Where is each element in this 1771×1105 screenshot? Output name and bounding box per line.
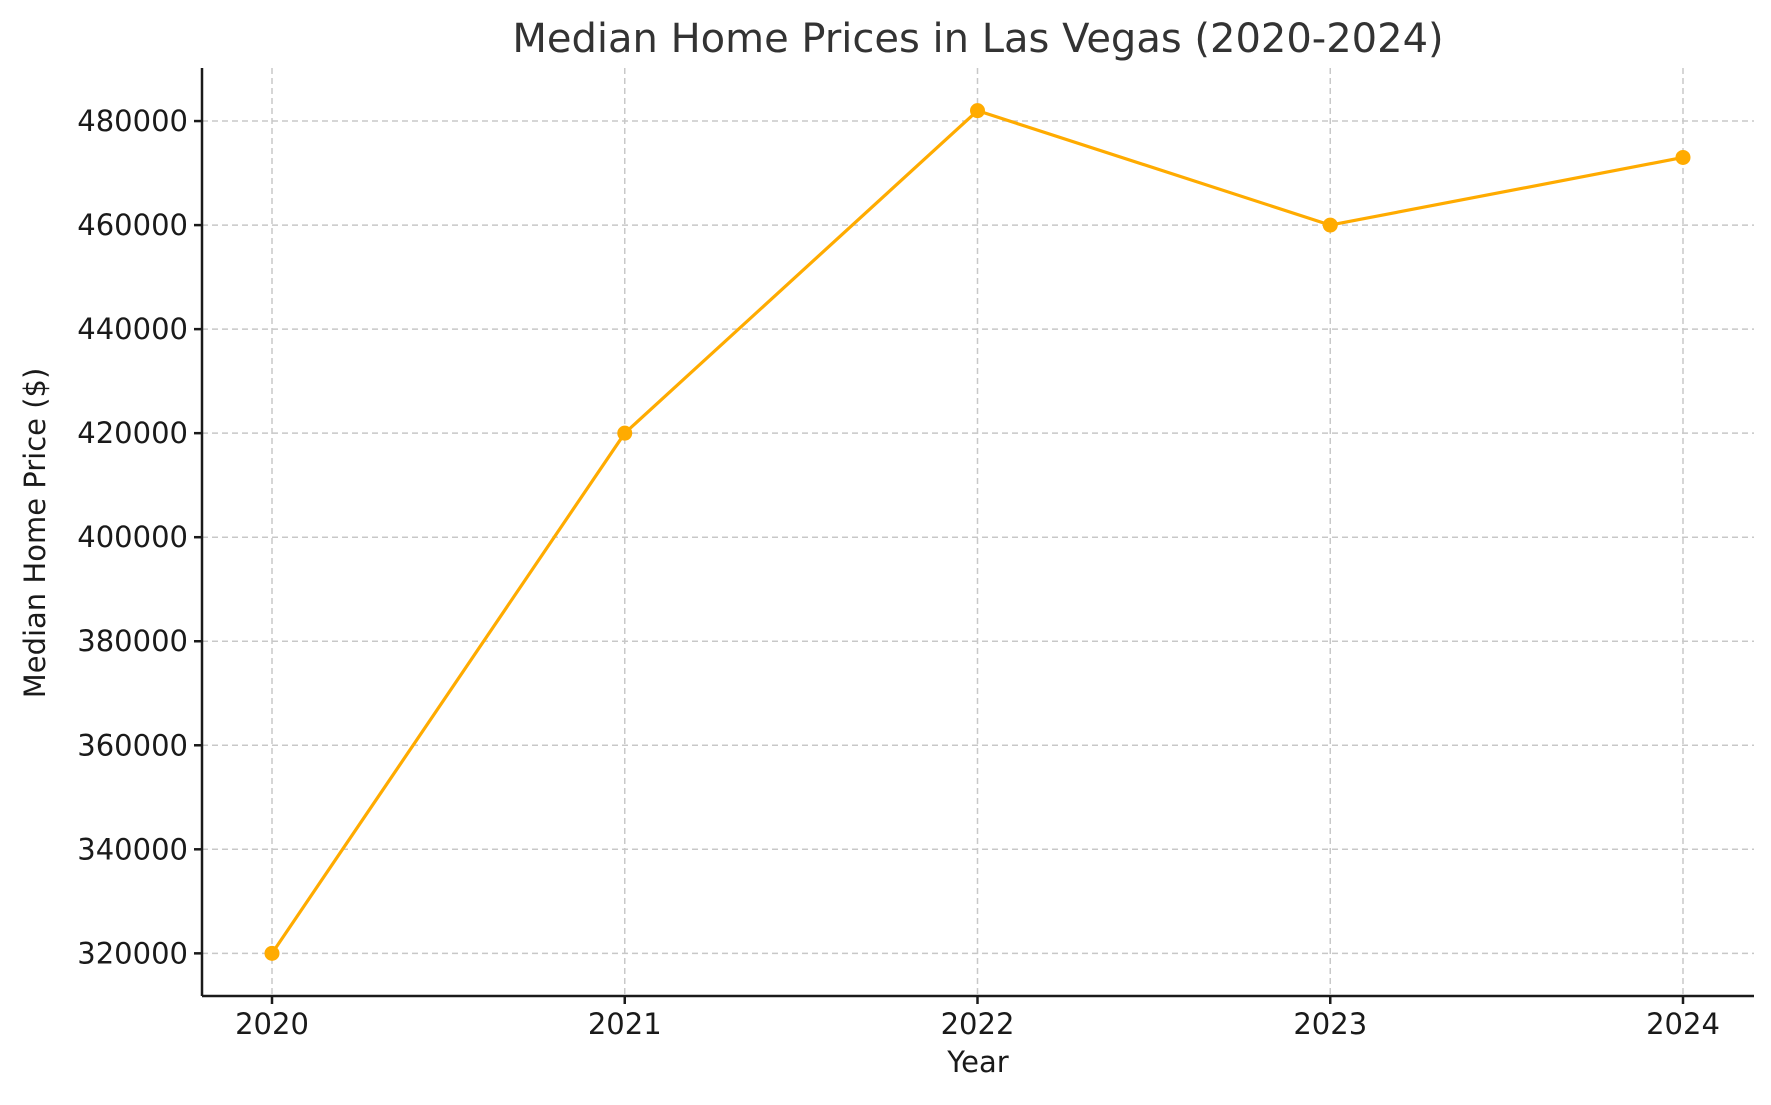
data-point	[264, 945, 280, 961]
y-axis-label: Median Home Price ($)	[18, 368, 52, 699]
data-point	[1675, 149, 1691, 165]
x-tick-label: 2023	[1293, 1007, 1367, 1041]
x-tick-label: 2021	[588, 1007, 662, 1041]
y-tick-label: 440000	[77, 312, 188, 346]
y-tick-label: 460000	[77, 208, 188, 242]
tick-labels: 2020 2021 2022 2023 2024 320000 340000 360000 38…	[77, 104, 1720, 1041]
grid-lines	[202, 68, 1754, 996]
y-tick-label: 380000	[77, 624, 188, 658]
chart-title: Median Home Prices in Las Vegas (2020-20…	[512, 16, 1443, 62]
x-tick-label: 2024	[1646, 1007, 1720, 1041]
y-tick-label: 400000	[77, 520, 188, 554]
y-tick-label: 420000	[77, 416, 188, 450]
data-point	[617, 425, 633, 441]
y-tick-label: 320000	[77, 936, 188, 970]
y-tick-label: 340000	[77, 832, 188, 866]
y-tick-label: 360000	[77, 728, 188, 762]
x-axis-label: Year	[946, 1045, 1008, 1079]
series-layer	[264, 103, 1691, 961]
y-tick-label: 480000	[77, 104, 188, 138]
x-tick-label: 2022	[941, 1007, 1015, 1041]
data-point	[1322, 217, 1338, 233]
x-tick-label: 2020	[235, 1007, 309, 1041]
data-point	[970, 103, 985, 119]
